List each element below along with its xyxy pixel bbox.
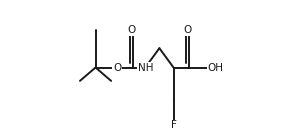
Text: NH: NH — [138, 63, 153, 72]
Text: OH: OH — [208, 63, 224, 72]
Text: O: O — [184, 25, 192, 35]
Text: O: O — [127, 25, 135, 35]
Text: F: F — [170, 120, 176, 130]
Text: O: O — [113, 63, 121, 72]
